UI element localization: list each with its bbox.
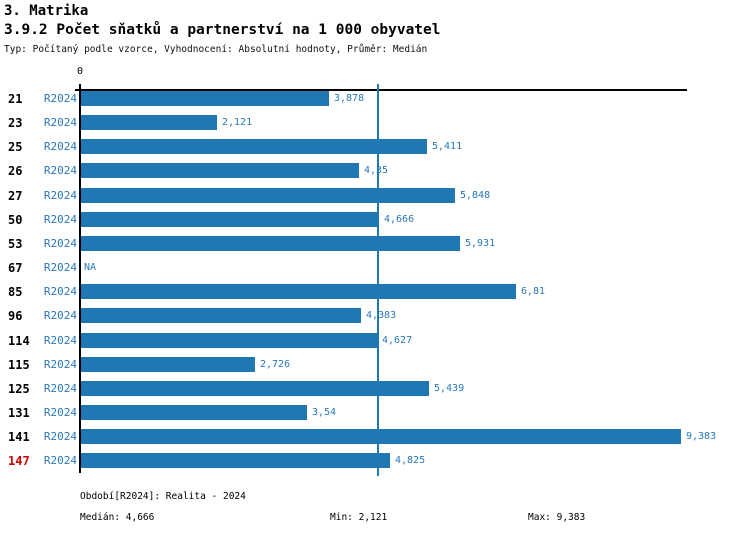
report-meta: Typ: Počítaný podle vzorce, Vyhodnocení:… bbox=[4, 44, 428, 55]
footer-median-label: Medián: 4,666 bbox=[80, 512, 155, 523]
bar-value-label: 4,825 bbox=[395, 455, 426, 466]
bar bbox=[81, 212, 379, 227]
bar bbox=[81, 163, 359, 178]
bar-value-label: 4,35 bbox=[364, 165, 389, 176]
bar bbox=[81, 284, 516, 299]
bar-value-label: 5,848 bbox=[460, 190, 491, 201]
bar bbox=[81, 453, 390, 468]
footer-max-label: Max: 9,383 bbox=[528, 512, 586, 523]
row-category-label: 131 bbox=[8, 405, 30, 420]
bar bbox=[81, 236, 460, 251]
bar bbox=[81, 429, 681, 444]
row-category-label: 23 bbox=[8, 115, 23, 130]
row-category-label: 114 bbox=[8, 333, 30, 348]
bar-value-label: 3,878 bbox=[334, 93, 365, 104]
bar-value-label: 9,383 bbox=[686, 431, 717, 442]
row-category-label: 50 bbox=[8, 212, 23, 227]
row-series-label: R2024 bbox=[43, 139, 77, 153]
bar-value-label: 5,439 bbox=[434, 383, 465, 394]
row-category-label: 67 bbox=[8, 260, 23, 275]
row-series-label: R2024 bbox=[43, 260, 77, 274]
bar-value-label: 4,666 bbox=[384, 214, 415, 225]
footer-min-label: Min: 2,121 bbox=[330, 512, 388, 523]
row-series-label: R2024 bbox=[43, 188, 77, 202]
row-category-label: 25 bbox=[8, 139, 23, 154]
median-line bbox=[377, 84, 379, 476]
row-series-label: R2024 bbox=[43, 115, 77, 129]
row-series-label: R2024 bbox=[43, 163, 77, 177]
bar bbox=[81, 91, 329, 106]
bar-value-label: 5,411 bbox=[432, 141, 463, 152]
row-category-label: 96 bbox=[8, 308, 23, 323]
row-series-label: R2024 bbox=[43, 357, 77, 371]
bar-value-label: 4,627 bbox=[382, 335, 413, 346]
row-category-label: 26 bbox=[8, 163, 23, 178]
bar bbox=[81, 139, 427, 154]
bar bbox=[81, 115, 217, 130]
bar-value-label: 4,383 bbox=[366, 310, 397, 321]
bar bbox=[81, 308, 361, 323]
bar bbox=[81, 381, 429, 396]
row-category-label: 115 bbox=[8, 357, 30, 372]
row-series-label: R2024 bbox=[43, 308, 77, 322]
bar-value-label: 6,81 bbox=[521, 286, 546, 297]
bar-value-label: 3,54 bbox=[312, 407, 337, 418]
row-series-label: R2024 bbox=[43, 212, 77, 226]
bar-value-label: 5,931 bbox=[465, 238, 496, 249]
row-category-label: 85 bbox=[8, 284, 23, 299]
footer-period-label: Období[R2024]: Realita - 2024 bbox=[80, 491, 246, 502]
row-series-label: R2024 bbox=[43, 91, 77, 105]
report-title: 3. Matrika bbox=[4, 3, 89, 19]
bar bbox=[81, 405, 307, 420]
row-category-label: 141 bbox=[8, 429, 30, 444]
bar-na-label: NA bbox=[84, 262, 97, 273]
x-axis-line bbox=[75, 89, 687, 91]
bar bbox=[81, 188, 455, 203]
row-category-label: 125 bbox=[8, 381, 30, 396]
bar bbox=[81, 333, 377, 348]
bar bbox=[81, 357, 255, 372]
bar-value-label: 2,121 bbox=[222, 117, 253, 128]
bar-value-label: 2,726 bbox=[260, 359, 291, 370]
report-subtitle: 3.9.2 Počet sňatků a partnerství na 1 00… bbox=[4, 22, 441, 38]
row-series-label: R2024 bbox=[43, 429, 77, 443]
y-axis-line bbox=[79, 84, 81, 473]
x-axis-zero-tick-label: 0 bbox=[76, 66, 84, 77]
row-series-label: R2024 bbox=[43, 453, 77, 467]
row-series-label: R2024 bbox=[43, 405, 77, 419]
row-category-label: 53 bbox=[8, 236, 23, 251]
row-series-label: R2024 bbox=[43, 236, 77, 250]
row-series-label: R2024 bbox=[43, 333, 77, 347]
row-series-label: R2024 bbox=[43, 381, 77, 395]
row-category-label: 27 bbox=[8, 188, 23, 203]
row-series-label: R2024 bbox=[43, 284, 77, 298]
row-category-label: 147 bbox=[8, 453, 30, 468]
row-category-label: 21 bbox=[8, 91, 23, 106]
